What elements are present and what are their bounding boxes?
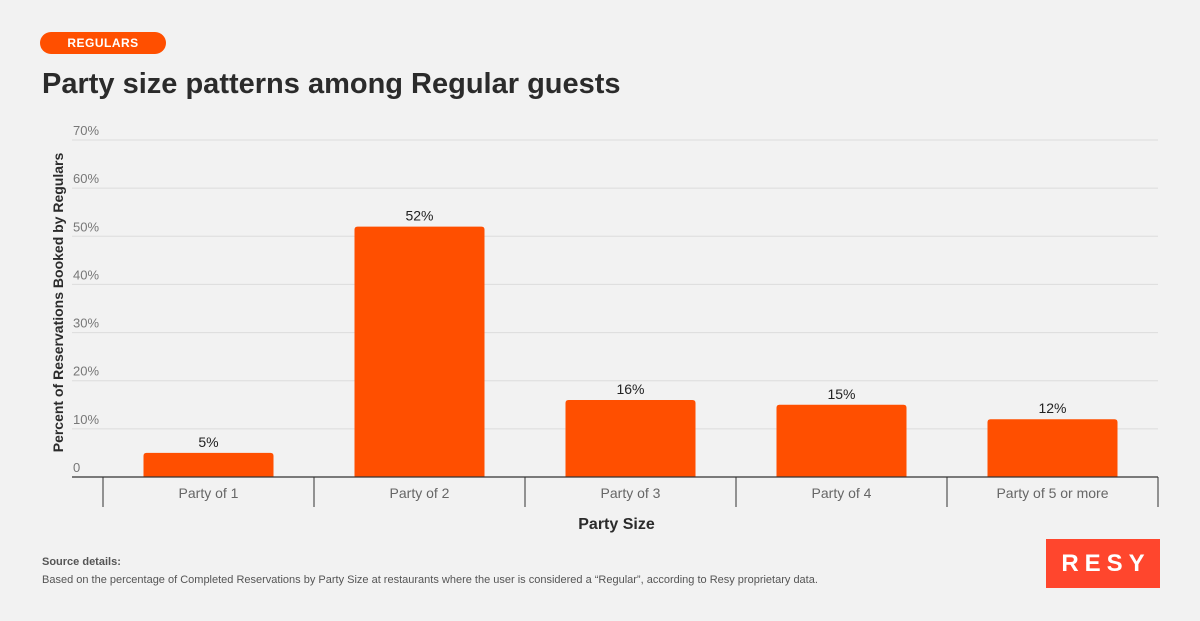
bar xyxy=(143,452,274,477)
source-text: Based on the percentage of Completed Res… xyxy=(42,574,818,586)
bar-value-label: 15% xyxy=(827,386,855,402)
x-tick-label: Party of 3 xyxy=(601,485,661,501)
y-tick-label: 20% xyxy=(73,364,99,379)
y-tick-label: 10% xyxy=(73,412,99,427)
source-heading: Source details: xyxy=(42,556,121,568)
chart-title: Party size patterns among Regular guests xyxy=(42,68,621,100)
y-axis-title: Percent of Reservations Booked by Regula… xyxy=(50,153,66,453)
bar xyxy=(565,399,696,477)
resy-logo-text: RESY xyxy=(1061,549,1151,577)
bar-value-label: 16% xyxy=(616,381,644,397)
bar xyxy=(987,419,1118,477)
x-tick-label: Party of 1 xyxy=(179,485,239,501)
regulars-tag: REGULARS xyxy=(40,32,166,54)
bar-value-label: 52% xyxy=(405,208,433,224)
x-tick-label: Party of 4 xyxy=(812,485,872,501)
y-tick-label: 30% xyxy=(73,316,99,331)
x-tick-label: Party of 2 xyxy=(390,485,450,501)
y-tick-label: 40% xyxy=(73,267,99,282)
x-axis-title: Party Size xyxy=(578,516,655,533)
y-tick-label: 70% xyxy=(73,123,99,138)
bar xyxy=(354,226,485,477)
regulars-tag-label: REGULARS xyxy=(67,36,139,50)
bar-value-label: 12% xyxy=(1038,400,1066,416)
y-tick-label: 50% xyxy=(73,219,99,234)
x-tick-label: Party of 5 or more xyxy=(996,485,1108,501)
resy-logo: RESY xyxy=(1046,539,1160,588)
bar xyxy=(776,404,907,477)
y-tick-label: 60% xyxy=(73,171,99,186)
y-tick-label: 0 xyxy=(73,460,80,475)
bar-value-label: 5% xyxy=(198,434,218,450)
bar-chart: 0 10% 20% 30% 40% 50% 60% 70% Percent of Reserva… xyxy=(50,123,1159,533)
